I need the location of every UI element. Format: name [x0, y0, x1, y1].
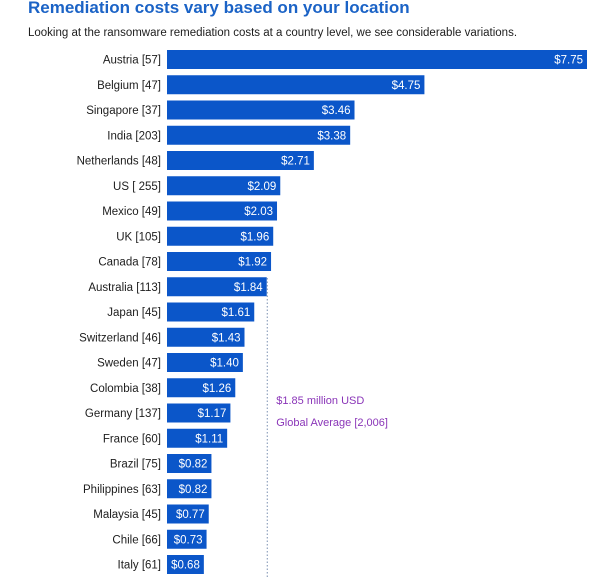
- bar: [167, 201, 278, 221]
- bar: [167, 75, 425, 95]
- value-label: $1.26: [203, 383, 232, 395]
- value-label: $2.09: [247, 181, 276, 193]
- category-label: Japan [45]: [107, 307, 161, 319]
- value-label: $1.96: [240, 231, 269, 243]
- value-label: $3.46: [322, 105, 351, 117]
- value-label: $0.82: [179, 459, 208, 471]
- bar: [167, 100, 355, 120]
- chart-title: Remediation costs vary based on your loc…: [28, 0, 410, 17]
- bar: [167, 252, 272, 271]
- bar: [167, 277, 267, 297]
- bar: [167, 151, 314, 170]
- category-label: Malaysia [45]: [93, 509, 161, 521]
- bar: [167, 479, 212, 499]
- category-label: Sweden [47]: [97, 358, 161, 370]
- value-label: $1.43: [212, 332, 241, 344]
- category-label: Chile [66]: [112, 534, 161, 546]
- bar: [167, 176, 281, 196]
- category-label: Germany [137]: [85, 408, 161, 420]
- chart-subtitle: Looking at the ransomware remediation co…: [28, 27, 518, 39]
- bar: [167, 302, 255, 322]
- bar: [167, 555, 204, 574]
- labels-layer: Austria [57] $7.75 Belgium [47] $4.75 Singap…: [77, 55, 583, 572]
- bar: [167, 226, 274, 246]
- bar: [167, 428, 228, 448]
- value-label: $7.75: [554, 55, 583, 67]
- value-label: $1.92: [238, 257, 267, 269]
- global-average-caption-label: Global Average [2,006]: [276, 417, 388, 429]
- value-label: $2.03: [244, 206, 273, 218]
- value-label: $0.68: [171, 560, 200, 572]
- category-label: Switzerland [46]: [79, 332, 161, 344]
- bar: [167, 327, 245, 347]
- bar: [167, 403, 231, 423]
- value-label: $1.40: [210, 358, 239, 370]
- bar: [167, 454, 212, 473]
- category-label: India [203]: [107, 130, 161, 142]
- category-label: Philippines [63]: [83, 484, 161, 496]
- bar: [167, 504, 209, 524]
- category-label: Mexico [49]: [102, 206, 161, 218]
- value-label: $3.38: [317, 130, 346, 142]
- value-label: $2.71: [281, 156, 310, 168]
- category-label: UK [105]: [116, 231, 161, 243]
- category-label: Italy [61]: [118, 560, 161, 572]
- value-label: $0.82: [179, 484, 208, 496]
- value-label: $0.73: [174, 534, 203, 546]
- category-label: Netherlands [48]: [77, 156, 161, 168]
- category-label: Colombia [38]: [90, 383, 161, 395]
- category-label: Austria [57]: [103, 55, 161, 67]
- value-label: $1.11: [195, 433, 223, 445]
- category-label: Belgium [47]: [97, 80, 161, 92]
- bar: [167, 378, 236, 398]
- value-label: $1.17: [198, 408, 227, 420]
- bar: [167, 353, 243, 372]
- category-label: Brazil [75]: [110, 459, 161, 471]
- value-label: $1.61: [221, 307, 250, 319]
- value-label: $0.77: [176, 509, 205, 521]
- bar: [167, 50, 587, 69]
- category-label: Canada [78]: [98, 257, 161, 269]
- bar: [167, 125, 351, 145]
- global-average-value-label: $1.85 million USD: [276, 395, 364, 407]
- bar: [167, 529, 207, 549]
- category-label: France [60]: [103, 433, 161, 445]
- bars-layer: [167, 50, 587, 574]
- category-label: US [ 255]: [113, 181, 161, 193]
- category-label: Singapore [37]: [86, 105, 161, 117]
- value-label: $4.75: [392, 80, 421, 92]
- value-label: $1.84: [234, 282, 263, 294]
- category-label: Australia [113]: [88, 282, 161, 294]
